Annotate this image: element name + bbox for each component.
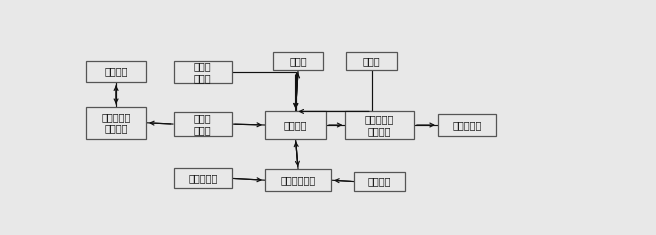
FancyBboxPatch shape (265, 169, 331, 191)
Text: 充放电控制器: 充放电控制器 (281, 175, 316, 185)
Text: 控制模块: 控制模块 (284, 120, 307, 130)
Text: 传感器
信号灯: 传感器 信号灯 (194, 61, 211, 83)
Text: 恒压器: 恒压器 (363, 56, 380, 66)
FancyBboxPatch shape (86, 107, 146, 139)
FancyBboxPatch shape (273, 52, 323, 70)
FancyBboxPatch shape (265, 111, 326, 139)
FancyBboxPatch shape (346, 52, 397, 70)
FancyBboxPatch shape (173, 168, 232, 188)
Text: 光缆线路: 光缆线路 (104, 67, 128, 77)
FancyBboxPatch shape (86, 61, 146, 82)
Text: 排气扇: 排气扇 (289, 56, 307, 66)
FancyBboxPatch shape (173, 112, 232, 136)
FancyBboxPatch shape (438, 114, 497, 136)
Text: 电源模块: 电源模块 (367, 176, 391, 187)
Text: 温度传感器: 温度传感器 (188, 173, 217, 183)
FancyBboxPatch shape (173, 61, 232, 83)
FancyBboxPatch shape (354, 172, 405, 191)
Text: 传感器信息
输出接口: 传感器信息 输出接口 (365, 114, 394, 136)
FancyBboxPatch shape (345, 111, 414, 139)
Text: 调制解调器: 调制解调器 (453, 120, 482, 130)
Text: 光信号
采集器: 光信号 采集器 (194, 113, 211, 135)
Text: 传感器信息
输入接口: 传感器信息 输入接口 (102, 112, 131, 133)
